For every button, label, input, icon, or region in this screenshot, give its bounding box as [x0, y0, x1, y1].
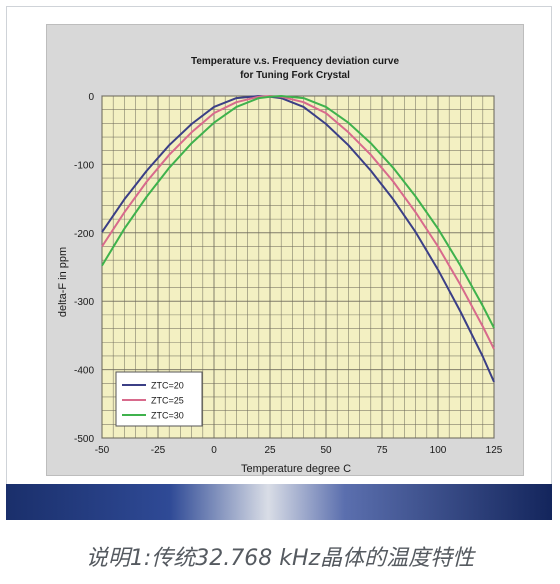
legend-entry: ZTC=20 — [151, 381, 184, 391]
x-tick-label: -25 — [151, 445, 166, 456]
x-tick-label: 0 — [211, 445, 217, 456]
y-tick-label: -300 — [74, 297, 94, 308]
legend-entry: ZTC=30 — [151, 411, 184, 421]
series-lines — [101, 95, 495, 383]
y-tick-label: -200 — [74, 229, 94, 240]
legend: ZTC=20 ZTC=25 ZTC=30 — [115, 371, 203, 427]
x-axis-label: Temperature degree C — [241, 463, 351, 475]
tick-labels: -50 -25 0 25 50 75 100 125 0 -100 -200 -300 -400 -500 — [74, 92, 503, 456]
x-tick-label: -50 — [95, 445, 110, 456]
figure-caption: 说明1:传统32.768 kHz晶体的温度特性 — [85, 546, 475, 571]
x-tick-label: 25 — [264, 445, 276, 456]
y-tick-label: -400 — [74, 366, 94, 377]
chart-title: Temperature v.s. Frequency deviation cur… — [191, 56, 399, 67]
y-tick-label: 0 — [88, 92, 94, 103]
x-tick-label: 100 — [430, 445, 447, 456]
series-line-ztc-30 — [101, 95, 495, 329]
y-axis-label: delta-F in ppm — [57, 247, 69, 317]
x-tick-label: 125 — [486, 445, 503, 456]
x-tick-label: 75 — [376, 445, 388, 456]
chart-subtitle: for Tuning Fork Crystal — [240, 70, 350, 81]
grid-lines — [101, 95, 495, 439]
legend-entry: ZTC=25 — [151, 396, 184, 406]
series-line-ztc-25 — [101, 95, 495, 350]
line-chart: Temperature v.s. Frequency deviation cur… — [57, 56, 503, 475]
decorative-banner — [6, 484, 552, 520]
x-tick-label: 50 — [320, 445, 332, 456]
series-line-ztc-20 — [101, 95, 495, 383]
y-tick-label: -100 — [74, 160, 94, 171]
y-tick-label: -500 — [74, 434, 94, 445]
